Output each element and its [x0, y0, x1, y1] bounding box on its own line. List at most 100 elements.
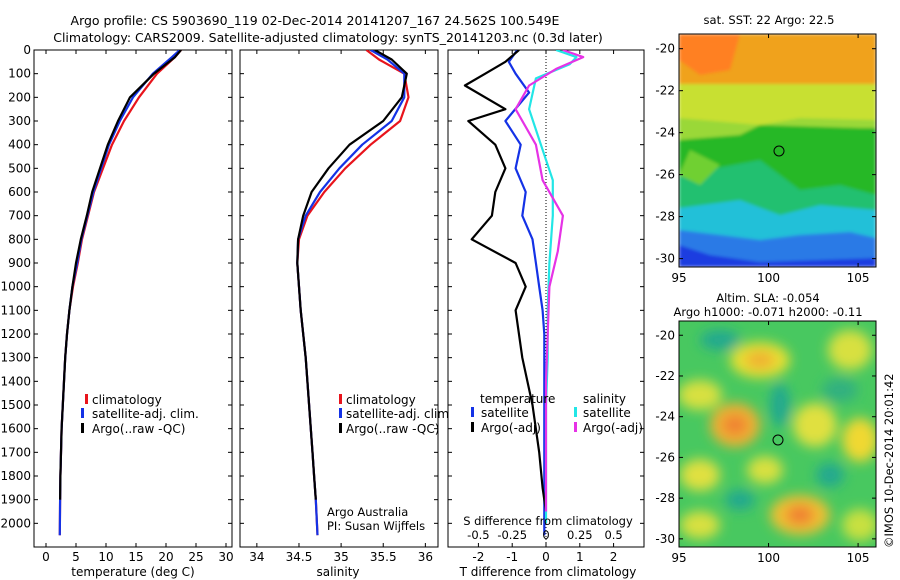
map-lat-label: -22: [655, 84, 675, 98]
depth-tick-label: 600: [8, 185, 31, 199]
depth-tick-label: 400: [8, 138, 31, 152]
temperature-legend: climatology satellite-adj. clim. Argo(..…: [81, 393, 199, 436]
legend-s-satellite-swatch: [574, 407, 577, 417]
map-lat-label: -30: [655, 532, 675, 546]
depth-tick-label: 1000: [0, 280, 31, 294]
sla-map-title-1: Altim. SLA: -0.054: [716, 291, 820, 305]
sla-map-frame: [678, 320, 877, 548]
depth-tick-label: 100: [8, 67, 31, 81]
legend-salinity-header: salinity: [583, 392, 626, 406]
s-tick-label: 0.25: [567, 528, 593, 542]
depth-tick-label: 1300: [0, 351, 31, 365]
depth-tick-label: 1600: [0, 422, 31, 436]
difference-panel: -2 -1 0 1 2 temperature salinity satellite s…: [447, 49, 645, 579]
sla-map-panel: Altim. SLA: -0.054 Argo h1000: -0.071 h2…: [655, 291, 877, 565]
x-tick-label: -2: [472, 550, 484, 564]
legend-satellite-label: satellite-adj. clim.: [92, 407, 199, 421]
argo-float-marker: [773, 145, 785, 157]
s-tick-label: -0.25: [497, 528, 527, 542]
legend-t-argo-label: Argo(-adj): [481, 421, 541, 435]
depth-tick-label: 1800: [0, 469, 31, 483]
depth-tick-label: 1900: [0, 493, 31, 507]
map-lat-label: -20: [655, 42, 675, 56]
x-tick-label: 5: [72, 550, 80, 564]
map-lon-label: 100: [757, 551, 780, 565]
legend-t-satellite-swatch: [471, 407, 474, 417]
depth-tick-label: 2000: [0, 516, 31, 530]
argo-float-marker: [772, 434, 784, 446]
salinity-xlabel: salinity: [316, 565, 359, 579]
map-lat-label: -20: [655, 328, 675, 342]
x-tick-label: 10: [98, 550, 113, 564]
map-lat-label: -28: [655, 491, 675, 505]
map-lat-label: -24: [655, 410, 675, 424]
legend-satellite-swatch: [339, 408, 342, 418]
sst-map-frame: [678, 33, 877, 268]
map-lon-label: 95: [671, 551, 686, 565]
argo-credit-line-1: Argo Australia: [327, 505, 408, 519]
depth-tick-label: 1200: [0, 327, 31, 341]
x-tick-label: 30: [218, 550, 233, 564]
legend-satellite-label: satellite-adj. clim.: [346, 407, 453, 421]
series-line-temperature-satellite: [504, 50, 546, 536]
series-line-argo-raw-qc: [296, 50, 408, 500]
sla-map-axes: -20 -22 -24 -26 -28 -30 95 100 105: [655, 321, 876, 565]
x-tick-label: 35: [333, 550, 348, 564]
map-lat-label: -30: [655, 252, 675, 266]
depth-tick-label: 1400: [0, 374, 31, 388]
series-line-salinity-argo-adj: [514, 50, 585, 512]
s-tick-label: 0.5: [604, 528, 622, 542]
sla-map-image: [679, 321, 876, 547]
temperature-panel: 0100200300400500600700800900100011001200…: [0, 43, 233, 579]
series-line-temperature-argo-adj: [463, 50, 548, 512]
difference-x-axis: -2 -1 0 1 2: [472, 50, 617, 564]
x-tick-label: -1: [506, 550, 518, 564]
legend-climatology-label: climatology: [346, 393, 416, 407]
map-lat-label: -26: [655, 450, 675, 464]
s-difference-label: S difference from climatology: [463, 514, 633, 528]
difference-depth-ticks: [448, 49, 644, 524]
x-tick-label: 1: [576, 550, 584, 564]
salinity-plot-frame: [239, 49, 439, 548]
temperature-xlabel: temperature (deg C): [71, 565, 194, 579]
depth-tick-label: 700: [8, 209, 31, 223]
map-lat-label: -28: [655, 210, 675, 224]
title-line-2: Climatology: CARS2009. Satellite-adjuste…: [53, 30, 603, 45]
difference-series: [463, 50, 585, 536]
depth-tick-label: 200: [8, 90, 31, 104]
depth-tick-label: 1500: [0, 398, 31, 412]
legend-argo-swatch: [81, 423, 84, 433]
map-lon-label: 105: [847, 551, 870, 565]
argo-credit-line-2: PI: Susan Wijffels: [327, 519, 425, 533]
legend-climatology-swatch: [339, 394, 342, 404]
legend-t-satellite-label: satellite: [481, 406, 529, 420]
map-lat-label: -26: [655, 168, 675, 182]
s-tick-label: 0: [542, 528, 549, 542]
salinity-panel: 34 34.5 35 35.5 36 salinity climatology sate…: [239, 49, 453, 579]
sst-map-image: [679, 34, 876, 267]
x-tick-label: 15: [128, 550, 143, 564]
x-tick-label: 0: [42, 550, 50, 564]
legend-s-satellite-label: satellite: [583, 406, 631, 420]
temperature-series: [58, 50, 182, 536]
map-lon-label: 100: [757, 271, 780, 285]
temperature-x-axis: 0 5 10 15 20 25 30: [42, 50, 234, 564]
difference-legend: temperature salinity satellite satellite…: [471, 392, 643, 435]
depth-tick-label: 1700: [0, 445, 31, 459]
sst-map-panel: sat. SST: 22 Argo: 22.5 -20 -22 -24 -26 -28 -…: [655, 13, 877, 285]
map-lon-label: 105: [847, 271, 870, 285]
temperature-plot-frame: [33, 49, 233, 548]
depth-tick-label: 1100: [0, 303, 31, 317]
sst-map-title: sat. SST: 22 Argo: 22.5: [704, 13, 835, 27]
x-tick-label: 34.5: [286, 550, 313, 564]
map-lat-label: -22: [655, 369, 675, 383]
legend-argo-label: Argo(..raw -QC): [346, 422, 439, 436]
legend-temperature-header: temperature: [480, 392, 555, 406]
depth-tick-label: 900: [8, 256, 31, 270]
title-line-1: Argo profile: CS 5903690_119 02-Dec-2014…: [71, 13, 560, 28]
x-tick-label: 34: [249, 550, 264, 564]
s-difference-ticks: -0.5 -0.25 0 0.25 0.5: [467, 528, 623, 542]
map-lat-label: -24: [655, 126, 675, 140]
legend-satellite-swatch: [81, 408, 84, 418]
x-tick-label: 35.5: [370, 550, 397, 564]
